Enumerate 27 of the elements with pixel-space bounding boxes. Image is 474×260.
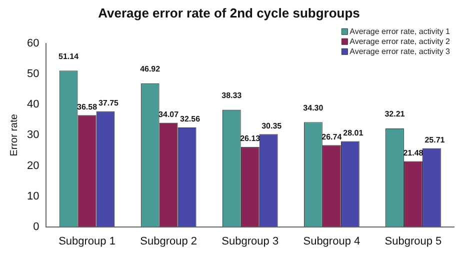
data-label: 25.71 xyxy=(424,136,446,144)
data-label: 38.33 xyxy=(222,90,242,100)
y-tick-label: 0 xyxy=(33,220,40,233)
data-label: 37.75 xyxy=(98,98,120,108)
x-tick-label: Subgroup 4 xyxy=(303,235,360,248)
data-label: 51.14 xyxy=(58,52,80,61)
data-label: 28.01 xyxy=(343,128,364,138)
y-tick-label: 60 xyxy=(26,38,40,50)
y-axis-title: Error rate xyxy=(8,114,20,156)
data-label: 46.92 xyxy=(140,64,161,74)
legend-label: Average error rate, activity 1 xyxy=(350,26,451,36)
legend-label: Average error rate, activity 3 xyxy=(350,46,451,56)
y-tick-label: 40 xyxy=(26,98,40,111)
x-tick-label: Subgroup 3 xyxy=(222,235,279,248)
y-tick-label: 10 xyxy=(26,190,40,202)
legend-label: Average error rate, activity 2 xyxy=(350,36,451,46)
data-label: 32.56 xyxy=(180,114,201,124)
x-tick-label: Subgroup 2 xyxy=(140,235,198,248)
x-tick-label: Subgroup 5 xyxy=(384,235,442,248)
chart-title: Average error rate of 2nd cycle subgroups xyxy=(98,5,360,20)
data-label: 34.30 xyxy=(303,103,324,112)
y-tick-label: 50 xyxy=(26,68,40,80)
data-label: 30.35 xyxy=(262,121,282,130)
y-tick-label: 30 xyxy=(26,129,40,142)
data-label: 32.21 xyxy=(384,110,406,119)
x-tick-label: Subgroup 1 xyxy=(58,235,116,248)
y-tick-label: 20 xyxy=(26,160,40,172)
